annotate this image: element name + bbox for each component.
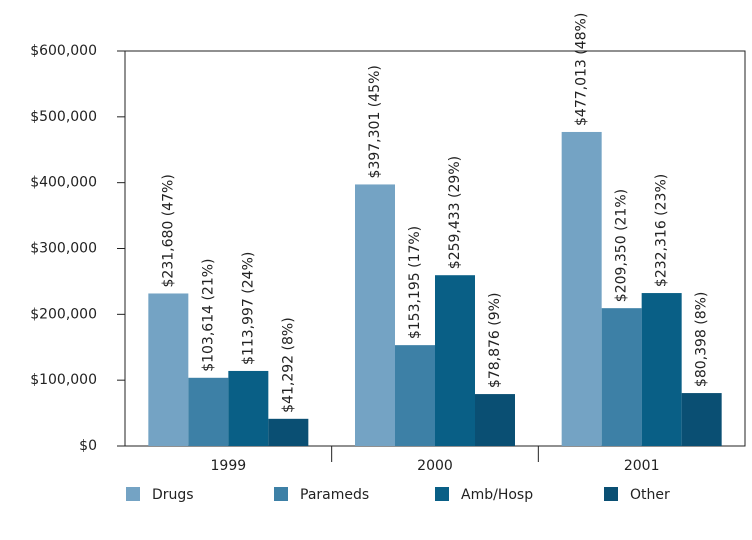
legend-swatch <box>274 487 288 501</box>
legend-swatch <box>604 487 618 501</box>
value-label: $397,301 (45%) <box>367 65 383 178</box>
value-label: $232,316 (23%) <box>654 174 670 287</box>
bar <box>435 275 475 446</box>
y-tick-label: $300,000 <box>30 241 97 257</box>
value-label: $477,013 (48%) <box>574 13 590 126</box>
y-tick-label: $400,000 <box>30 175 97 191</box>
value-label: $231,680 (47%) <box>160 174 176 287</box>
legend-label: Drugs <box>152 487 194 503</box>
y-tick-label: $100,000 <box>30 372 97 388</box>
x-tick-label: 2001 <box>624 458 660 474</box>
legend-label: Amb/Hosp <box>461 487 533 503</box>
value-label: $41,292 (8%) <box>280 317 296 412</box>
value-label: $153,195 (17%) <box>407 226 423 339</box>
bar <box>681 393 722 446</box>
y-tick-label: $0 <box>79 438 97 454</box>
legend-swatch <box>435 487 449 501</box>
x-tick-label: 1999 <box>211 458 247 474</box>
y-tick-label: $600,000 <box>30 43 97 59</box>
legend-label: Parameds <box>300 487 369 503</box>
bar <box>395 345 435 446</box>
bar <box>561 131 602 447</box>
bar <box>601 308 642 446</box>
legend-label: Other <box>630 487 670 503</box>
bar <box>355 184 395 446</box>
value-label: $209,350 (21%) <box>614 189 630 302</box>
value-label: $259,433 (29%) <box>447 156 463 269</box>
bar <box>475 394 515 446</box>
x-tick-label: 2000 <box>417 458 453 474</box>
legend-swatch <box>126 487 140 501</box>
y-tick-label: $500,000 <box>30 109 97 125</box>
bar <box>188 377 229 446</box>
bar <box>641 293 682 446</box>
bar <box>268 418 309 446</box>
value-label: $103,614 (21%) <box>200 258 216 371</box>
value-label: $80,398 (8%) <box>694 292 710 387</box>
value-label: $113,997 (24%) <box>240 252 256 365</box>
value-label: $78,876 (9%) <box>487 293 503 388</box>
bar <box>148 293 189 446</box>
y-tick-label: $200,000 <box>30 306 97 322</box>
bar <box>228 370 269 446</box>
